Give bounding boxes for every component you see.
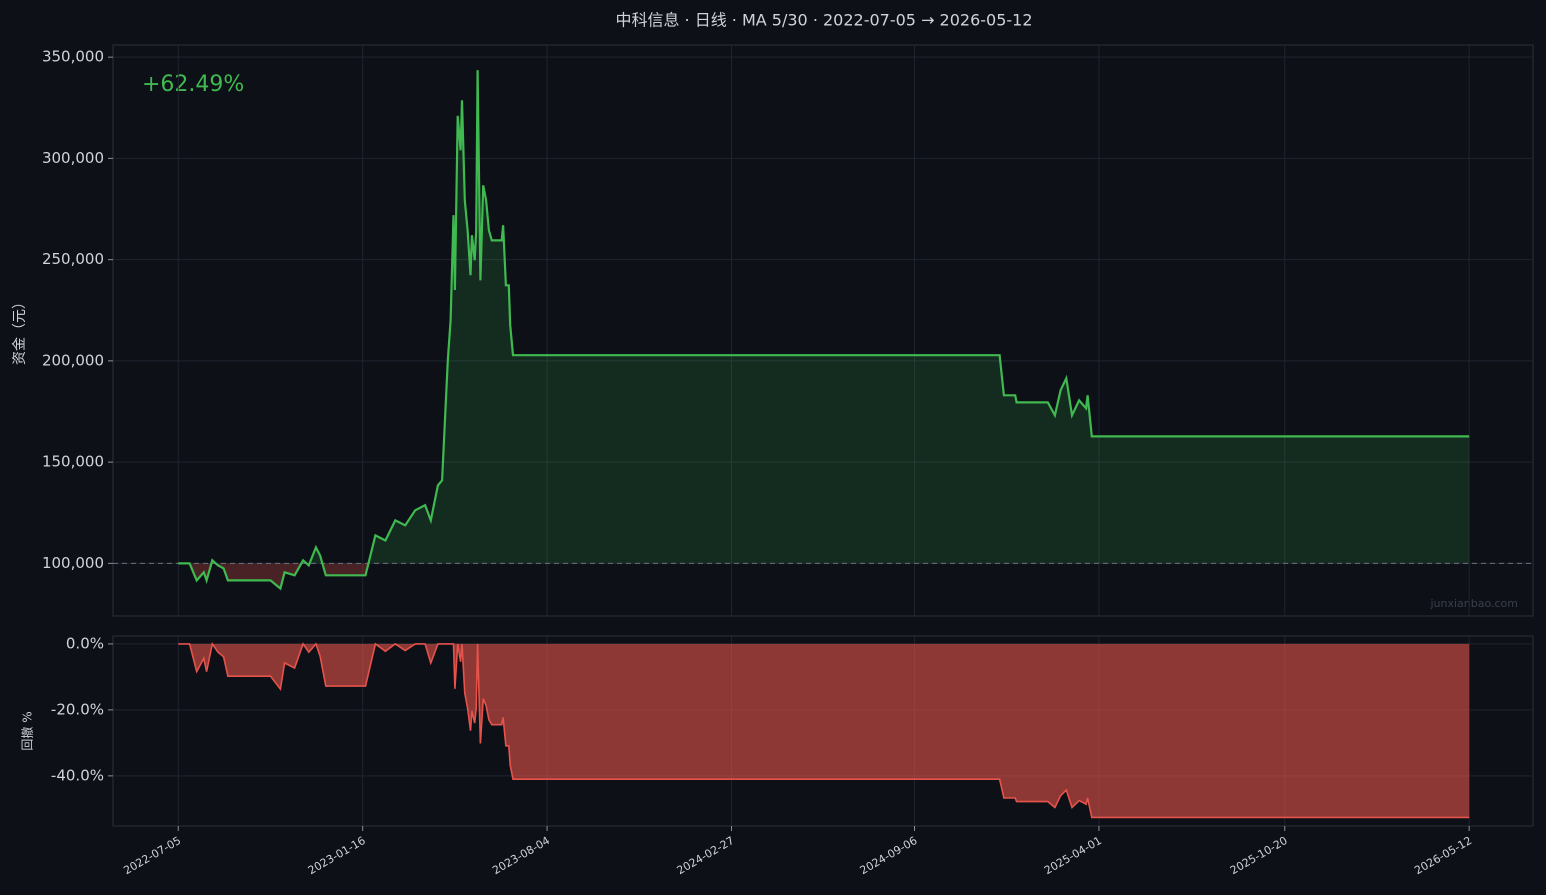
panel-frame xyxy=(112,44,1534,617)
x-tick-label: 2025-10-20 xyxy=(1228,834,1290,877)
drawdown-area xyxy=(178,643,1470,818)
y-axis-label: 回撤 % xyxy=(20,711,35,750)
y-axis-label: 资金（元） xyxy=(12,295,28,365)
watermark: junxianbao.com xyxy=(1429,597,1518,610)
panel-frame xyxy=(112,635,1534,827)
y-tick-label: 200,000 xyxy=(42,351,104,369)
x-tick-label: 2023-08-04 xyxy=(490,834,552,877)
chart-title: 中科信息 · 日线 · MA 5/30 · 2022-07-05 → 2026-… xyxy=(615,11,1032,30)
y-tick-label: -40.0% xyxy=(51,766,104,784)
x-tick-label: 2022-07-05 xyxy=(121,834,183,877)
y-tick-label: 350,000 xyxy=(42,48,104,66)
x-tick-label: 2023-01-16 xyxy=(306,834,368,877)
x-tick-label: 2024-09-06 xyxy=(858,834,920,877)
gain-area xyxy=(211,70,1470,564)
y-tick-label: -20.0% xyxy=(51,700,104,718)
y-tick-label: 250,000 xyxy=(42,250,104,268)
equity-line xyxy=(178,70,1470,591)
annotation: +62.49% xyxy=(142,72,244,97)
y-tick-label: 100,000 xyxy=(42,554,104,572)
x-tick-label: 2024-02-27 xyxy=(675,834,737,877)
x-tick-label: 2025-04-01 xyxy=(1042,834,1104,877)
y-tick-label: 150,000 xyxy=(42,453,104,471)
drawdown-line xyxy=(178,641,1470,819)
y-tick-label: 0.0% xyxy=(66,634,104,652)
x-tick-label: 2026-05-12 xyxy=(1412,834,1474,877)
y-tick-label: 300,000 xyxy=(42,149,104,167)
